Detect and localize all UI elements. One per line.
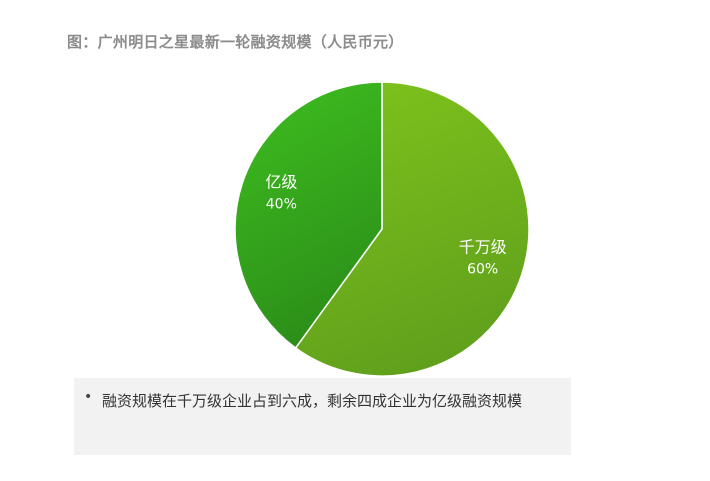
- note-text: 融资规模在千万级企业占到六成，剩余四成企业为亿级融资规模: [102, 392, 523, 410]
- bullet: •: [84, 389, 93, 405]
- slice-category-label: 千万级: [459, 238, 507, 257]
- note-box: • 融资规模在千万级企业占到六成，剩余四成企业为亿级融资规模: [74, 378, 571, 455]
- pie-slice: [234, 81, 383, 349]
- slice-category-label: 亿级: [265, 172, 297, 191]
- slice-value-label: 40%: [266, 196, 297, 212]
- chart-title: 图：广州明日之星最新一轮融资规模（人民币元）: [67, 33, 404, 51]
- slice-value-label: 60%: [467, 262, 498, 278]
- pie-slice: [294, 81, 530, 377]
